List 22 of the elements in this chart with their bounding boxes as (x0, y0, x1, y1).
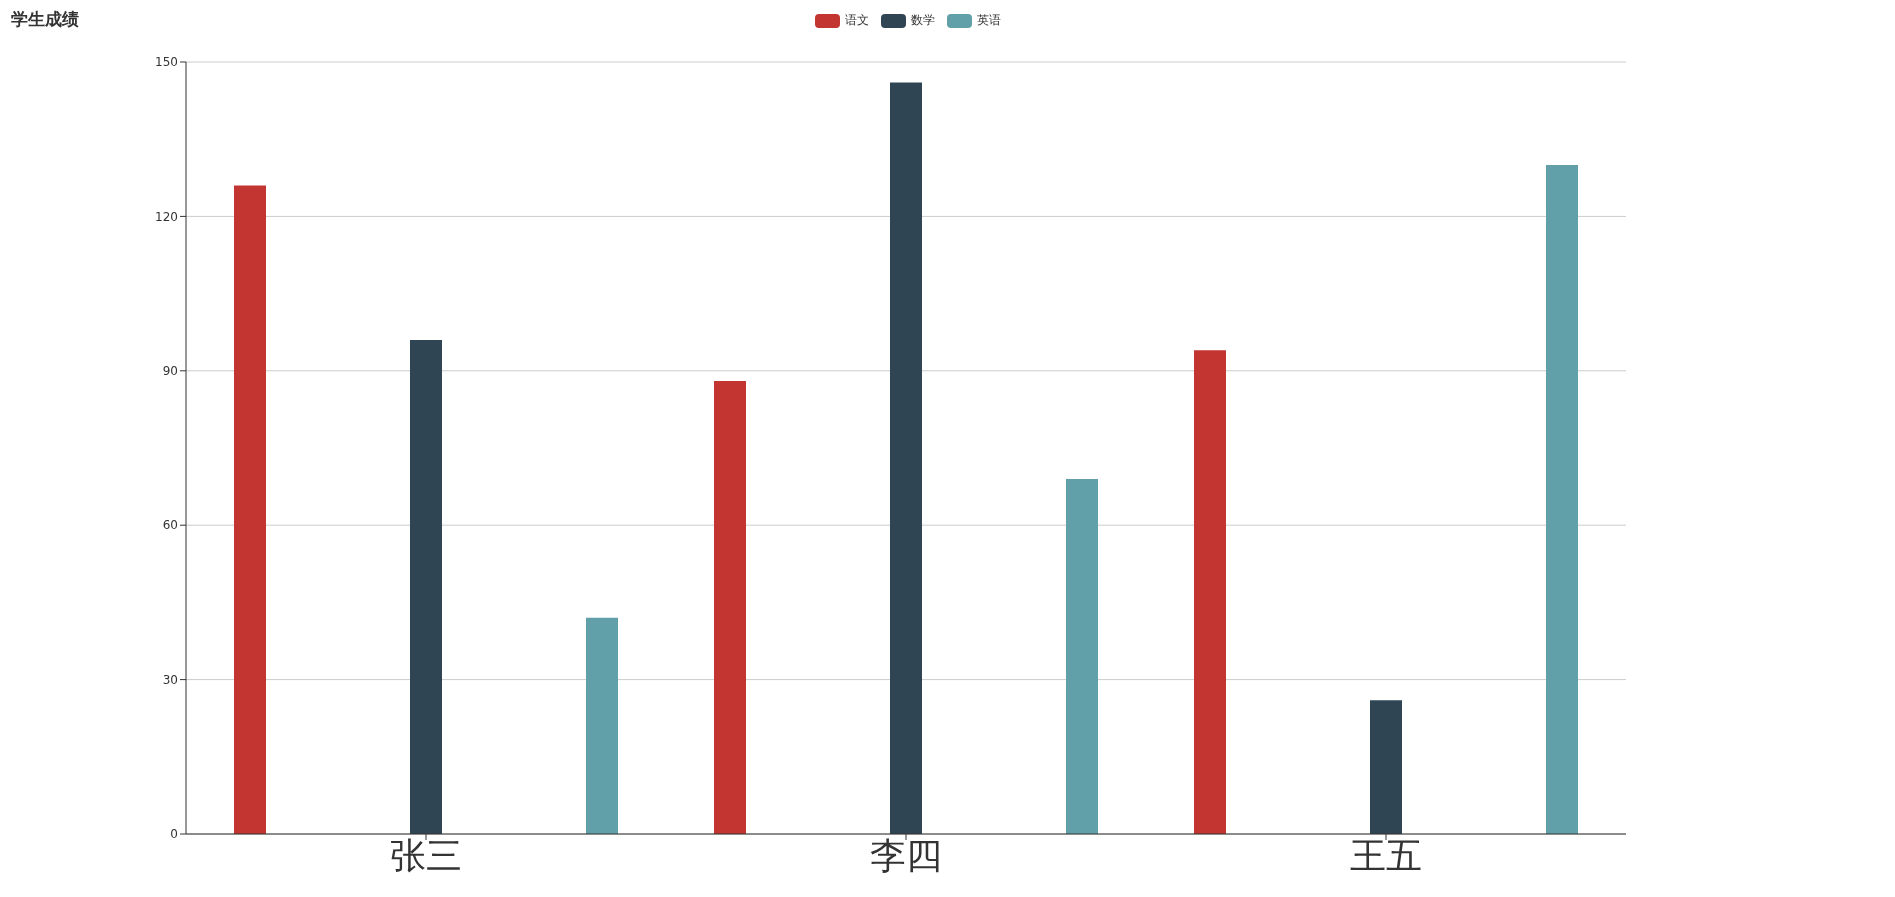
bar (1546, 164, 1578, 834)
y-tick-label: 0 (170, 827, 178, 842)
legend-label: 数学 (911, 12, 935, 29)
x-tick-label: 李四 (870, 834, 942, 876)
bar (1370, 700, 1402, 834)
y-tick-label: 60 (162, 518, 178, 533)
bar (234, 185, 266, 834)
bar (714, 381, 746, 834)
y-tick-label: 90 (162, 364, 178, 379)
text: 学生成绩 (11, 8, 79, 31)
bar (890, 82, 922, 834)
legend-label: 语文 (845, 12, 869, 29)
x-tick-label: 王五 (1350, 834, 1422, 876)
bar (1194, 350, 1226, 834)
legend-label: 英语 (977, 12, 1001, 29)
bar (586, 617, 618, 834)
y-tick-label: 150 (155, 55, 178, 70)
bar (410, 339, 442, 834)
bar (1066, 478, 1098, 834)
x-tick-label: 张三 (390, 834, 462, 876)
y-tick-label: 120 (155, 209, 178, 224)
y-tick-label: 30 (162, 672, 178, 687)
